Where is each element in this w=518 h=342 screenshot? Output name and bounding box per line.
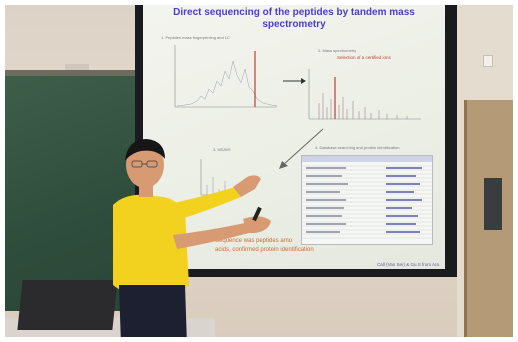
- chalkboard: [5, 70, 154, 311]
- slide-title-line-1: Direct sequencing of the peptides by tan…: [173, 7, 415, 18]
- panel-1-chromatogram: [174, 45, 278, 108]
- diagonal-arrow: [279, 128, 324, 169]
- hair: [125, 139, 165, 161]
- presenter: [113, 139, 271, 342]
- slide-note-line-1: Sequence was peptides amo: [215, 238, 293, 244]
- slide-note-line-2: acids, confirmed protein identification: [215, 247, 314, 253]
- right-hand: [243, 216, 271, 233]
- panel-2-label: 2. Mass spectrometry: [318, 48, 357, 53]
- left-sleeve: [155, 187, 241, 225]
- panel-2-spectrum: [308, 69, 421, 120]
- database-results-table: [301, 155, 433, 245]
- right-forearm: [173, 223, 249, 249]
- panel-1-label: 1. Peptides mass fingerprinting and LC: [161, 35, 230, 40]
- slide-title: Direct sequencing of the peptides by tan…: [143, 7, 445, 31]
- head: [126, 142, 164, 188]
- projection-screen: Direct sequencing of the peptides by tan…: [143, 5, 445, 269]
- table-rows-graphic: [302, 156, 432, 239]
- panel-4-label: 4. Database searching and protein identi…: [315, 145, 400, 150]
- chalkboard-tray: [65, 64, 89, 70]
- selection-text: Selection of a certified ions: [337, 55, 391, 60]
- slide-note: Sequence was peptides amo acids, confirm…: [215, 237, 314, 255]
- right-arrow: [283, 78, 306, 84]
- trousers: [119, 285, 187, 342]
- slide-title-line-2: spectrometry: [262, 19, 326, 30]
- door-window: [484, 178, 502, 230]
- pointing-hand: [233, 175, 261, 197]
- remote-pointer: [252, 206, 262, 222]
- slide-footer: Call (Van Ser) & Gu.S from Ara: [377, 262, 439, 267]
- neck: [139, 185, 153, 197]
- glasses: [131, 160, 158, 168]
- light-switch: [483, 55, 493, 67]
- panel-3-label: 3. MS/MS: [213, 147, 231, 152]
